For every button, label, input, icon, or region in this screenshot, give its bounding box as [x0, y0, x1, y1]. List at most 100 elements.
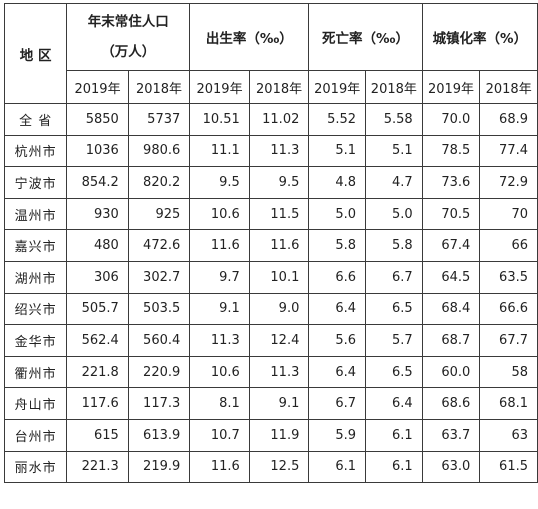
region-cell: 绍兴市: [3, 292, 68, 326]
value-cell: 63.7: [421, 418, 481, 452]
value-cell: 67.7: [479, 324, 538, 357]
value-cell: 505.7: [66, 292, 129, 326]
value-cell: 4.7: [365, 166, 423, 199]
value-cell: 6.4: [365, 387, 423, 420]
value-cell: 9.5: [248, 166, 310, 199]
region-cell: 宁波市: [3, 166, 68, 199]
value-cell: 5.0: [365, 197, 423, 231]
value-cell: 10.6: [189, 197, 250, 231]
value-cell: 6.6: [308, 260, 367, 294]
value-cell: 6.1: [365, 450, 423, 484]
statistics-table-container: 地 区 年末常住人口 （万人） 出生率（‰） 死亡率（‰） 城镇化率（%） 20…: [3, 3, 538, 484]
value-cell: 6.7: [308, 387, 367, 420]
value-cell: 925: [127, 197, 191, 231]
value-cell: 219.9: [127, 450, 191, 484]
value-cell: 11.1: [189, 134, 250, 168]
value-cell: 68.7: [421, 324, 481, 357]
value-cell: 5.6: [308, 324, 367, 357]
value-cell: 11.6: [248, 229, 310, 262]
value-cell: 5.1: [365, 134, 423, 168]
value-cell: 60.0: [421, 355, 481, 389]
value-cell: 66: [479, 229, 538, 262]
value-cell: 10.7: [189, 418, 250, 452]
value-cell: 4.8: [308, 166, 367, 199]
year-header: 2019年: [189, 70, 250, 104]
year-header: 2018年: [479, 70, 538, 104]
value-cell: 68.1: [479, 387, 538, 420]
population-header: 年末常住人口 （万人）: [66, 3, 191, 71]
value-cell: 72.9: [479, 166, 538, 199]
value-cell: 10.1: [248, 260, 310, 294]
value-cell: 6.4: [308, 355, 367, 389]
table-row: 杭州市 1036 980.6 11.1 11.3 5.1 5.1 78.5 77.4: [3, 134, 538, 168]
value-cell: 70: [479, 197, 538, 231]
value-cell: 5.8: [308, 229, 367, 262]
value-cell: 562.4: [66, 324, 129, 357]
value-cell: 58: [479, 355, 538, 389]
value-cell: 6.1: [308, 450, 367, 484]
region-cell: 温州市: [3, 197, 68, 231]
value-cell: 306: [66, 260, 129, 294]
value-cell: 64.5: [421, 260, 481, 294]
value-cell: 9.5: [189, 166, 250, 199]
value-cell: 6.1: [365, 418, 423, 452]
value-cell: 68.4: [421, 292, 481, 326]
year-header: 2018年: [365, 70, 423, 104]
value-cell: 5850: [66, 103, 129, 136]
table-row: 台州市 615 613.9 10.7 11.9 5.9 6.1 63.7 63: [3, 418, 538, 452]
value-cell: 9.0: [248, 292, 310, 326]
value-cell: 11.9: [248, 418, 310, 452]
value-cell: 221.3: [66, 450, 129, 484]
value-cell: 11.3: [248, 134, 310, 168]
region-cell: 全 省: [3, 103, 68, 136]
value-cell: 67.4: [421, 229, 481, 262]
value-cell: 11.5: [248, 197, 310, 231]
value-cell: 613.9: [127, 418, 191, 452]
value-cell: 10.51: [189, 103, 250, 136]
region-cell: 杭州市: [3, 134, 68, 168]
value-cell: 9.7: [189, 260, 250, 294]
birth-rate-header: 出生率（‰）: [189, 3, 310, 71]
population-header-unit: （万人）: [101, 44, 156, 60]
value-cell: 61.5: [479, 450, 538, 484]
value-cell: 6.5: [365, 292, 423, 326]
value-cell: 77.4: [479, 134, 538, 168]
value-cell: 5.7: [365, 324, 423, 357]
value-cell: 615: [66, 418, 129, 452]
value-cell: 6.5: [365, 355, 423, 389]
value-cell: 70.0: [421, 103, 481, 136]
region-header: 地 区: [3, 3, 68, 104]
death-rate-header: 死亡率（‰）: [308, 3, 423, 71]
value-cell: 480: [66, 229, 129, 262]
value-cell: 8.1: [189, 387, 250, 420]
value-cell: 11.3: [189, 324, 250, 357]
value-cell: 5.8: [365, 229, 423, 262]
table-row: 温州市 930 925 10.6 11.5 5.0 5.0 70.5 70: [3, 197, 538, 231]
table-body: 全 省 5850 5737 10.51 11.02 5.52 5.58 70.0 68.9 杭州市…: [3, 103, 538, 484]
value-cell: 11.6: [189, 229, 250, 262]
region-cell: 台州市: [3, 418, 68, 452]
value-cell: 73.6: [421, 166, 481, 199]
value-cell: 11.3: [248, 355, 310, 389]
table-row: 嘉兴市 480 472.6 11.6 11.6 5.8 5.8 67.4 66: [3, 229, 538, 262]
value-cell: 117.3: [127, 387, 191, 420]
table-row: 绍兴市 505.7 503.5 9.1 9.0 6.4 6.5 68.4 66.6: [3, 292, 538, 326]
value-cell: 11.02: [248, 103, 310, 136]
year-header: 2019年: [308, 70, 367, 104]
value-cell: 78.5: [421, 134, 481, 168]
value-cell: 302.7: [127, 260, 191, 294]
region-cell: 湖州市: [3, 260, 68, 294]
value-cell: 560.4: [127, 324, 191, 357]
value-cell: 12.5: [248, 450, 310, 484]
value-cell: 5.1: [308, 134, 367, 168]
value-cell: 221.8: [66, 355, 129, 389]
year-header: 2019年: [66, 70, 129, 104]
value-cell: 9.1: [248, 387, 310, 420]
value-cell: 820.2: [127, 166, 191, 199]
table-row: 宁波市 854.2 820.2 9.5 9.5 4.8 4.7 73.6 72.9: [3, 166, 538, 199]
year-header: 2018年: [248, 70, 310, 104]
value-cell: 503.5: [127, 292, 191, 326]
value-cell: 5.58: [365, 103, 423, 136]
statistics-table: 地 区 年末常住人口 （万人） 出生率（‰） 死亡率（‰） 城镇化率（%） 20…: [3, 3, 538, 484]
value-cell: 10.6: [189, 355, 250, 389]
